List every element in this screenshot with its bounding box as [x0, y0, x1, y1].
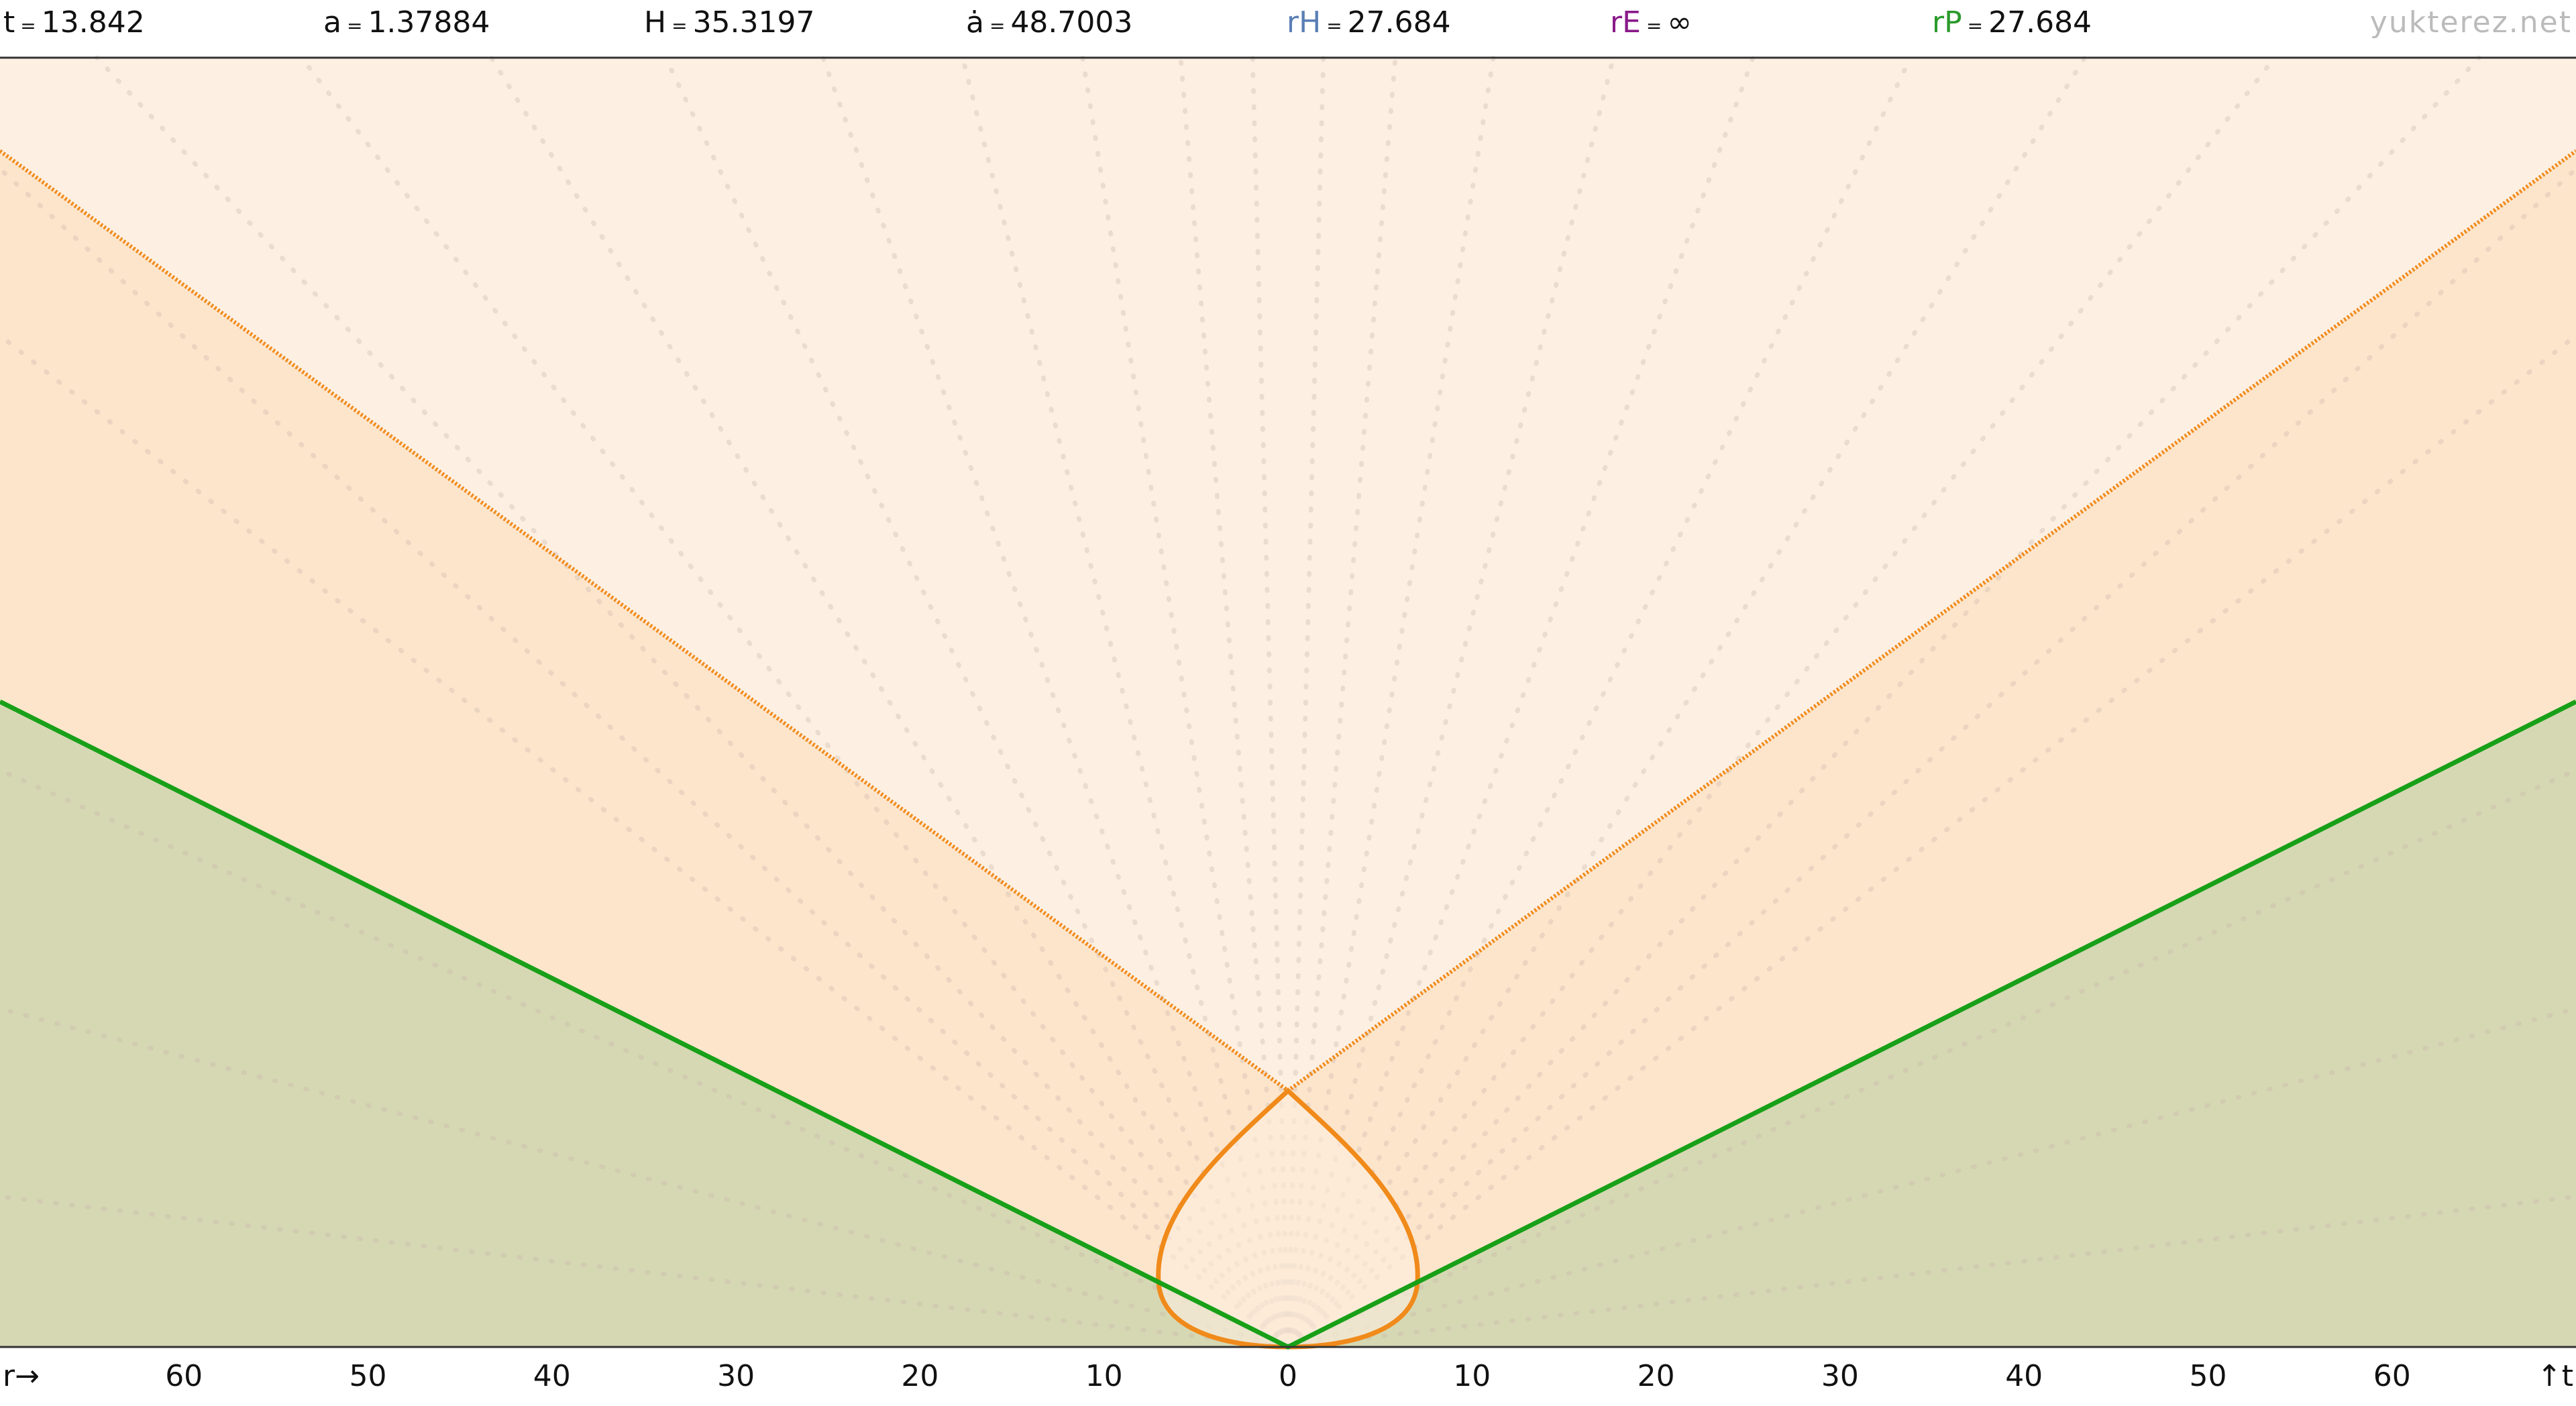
worldline: [1285, 55, 1326, 1350]
header-item: rH = 27.684: [1287, 5, 1451, 40]
worldline: [0, 767, 1291, 1350]
item-label: a: [323, 5, 341, 40]
worldline: [0, 1006, 1291, 1350]
item-label: H: [644, 5, 667, 40]
tick-label: 10: [1453, 1359, 1491, 1393]
tick-label: 40: [2005, 1359, 2043, 1393]
header-item: H = 35.3197: [644, 5, 815, 40]
worldline: [1285, 1194, 2576, 1350]
particle-horizon-region: [0, 702, 2576, 1347]
worldline: [299, 55, 1291, 1350]
tick-label: 0: [1279, 1359, 1297, 1393]
item-value: 1.37884: [368, 5, 490, 40]
item-label: rE: [1610, 5, 1641, 40]
axis-end-label: ↑t: [2536, 1359, 2573, 1393]
tick-label: 40: [533, 1359, 571, 1393]
item-value: 27.684: [1347, 5, 1451, 40]
worldline: [1285, 55, 2088, 1350]
tick-label: 10: [1085, 1359, 1123, 1393]
equals: =: [20, 15, 36, 37]
axis-start-label: r→: [3, 1359, 40, 1393]
future-light-cone: [0, 149, 2576, 1093]
worldline: [1285, 166, 2576, 1350]
header-item: rP = 27.684: [1932, 5, 2092, 40]
worldline: [488, 55, 1291, 1350]
item-label: t: [3, 5, 15, 40]
item-value: ∞: [1667, 5, 1693, 40]
worldline: [820, 55, 1291, 1350]
worldline: [95, 55, 1291, 1350]
worldline: [1285, 55, 1398, 1350]
equals: =: [672, 15, 688, 37]
tick-label: 20: [1637, 1359, 1675, 1393]
worldline: [1178, 55, 1291, 1350]
item-value: 48.7003: [1010, 5, 1133, 40]
header-item: t = 13.842: [3, 5, 145, 40]
worldline: [0, 166, 1291, 1350]
header-item: ȧ = 48.7003: [966, 5, 1132, 40]
tick-label: 50: [349, 1359, 387, 1393]
item-label: rP: [1932, 5, 1962, 40]
worldline: [663, 55, 1291, 1350]
worldline: [1285, 55, 1756, 1350]
item-value: 27.684: [1988, 5, 2092, 40]
equals: =: [989, 15, 1006, 37]
worldline: [1285, 55, 2277, 1350]
equals: =: [346, 15, 363, 37]
tick-label: 30: [1821, 1359, 1859, 1393]
item-label: ȧ: [966, 5, 984, 40]
item-label: rH: [1287, 5, 1322, 40]
tick-label: 20: [901, 1359, 939, 1393]
equals: =: [1646, 15, 1662, 37]
equals: =: [1326, 15, 1342, 37]
watermark: yukterez.net: [2369, 5, 2572, 40]
header-item: rE = ∞: [1610, 5, 1692, 40]
item-value: 35.3197: [692, 5, 815, 40]
item-value: 13.842: [41, 5, 145, 40]
worldline: [1285, 55, 2481, 1350]
worldline: [1285, 1006, 2576, 1350]
header-item: a = 1.37884: [323, 5, 490, 40]
worldline: [0, 1194, 1291, 1350]
tick-label: 60: [165, 1359, 203, 1393]
worldline: [1285, 767, 2576, 1350]
worldline: [1285, 55, 1913, 1350]
tick-label: 60: [2373, 1359, 2411, 1393]
worldlines: [0, 55, 2576, 1350]
worldline: [1250, 55, 1291, 1350]
equals: =: [1967, 15, 1984, 37]
tick-label: 30: [717, 1359, 755, 1393]
tick-label: 50: [2189, 1359, 2227, 1393]
